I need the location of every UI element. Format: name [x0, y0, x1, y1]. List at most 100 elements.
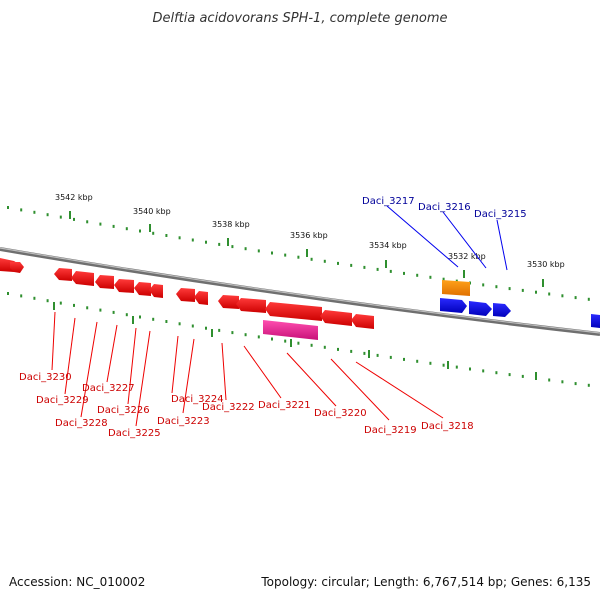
minor-tick	[244, 333, 247, 337]
minor-tick	[521, 374, 524, 378]
gene-label-daci-3217[interactable]: Daci_3217	[362, 196, 415, 207]
major-tick	[535, 372, 537, 380]
scale-minor-ticks-lower	[7, 292, 590, 387]
gene-arrow-daci-3228[interactable]	[95, 275, 114, 289]
minor-tick	[165, 234, 168, 237]
gene-arrow-daci-3217[interactable]	[440, 298, 467, 313]
major-tick	[447, 361, 449, 369]
gene-arrow-daci-3221[interactable]	[236, 298, 266, 313]
gene-arrow-daci-3219[interactable]	[320, 310, 352, 326]
gene-arrow-daci-3227[interactable]	[114, 279, 134, 293]
gene-label-daci-3221[interactable]: Daci_3221	[258, 400, 311, 411]
forward-strand-genes	[440, 280, 600, 328]
gene-arrow-partial-2[interactable]	[10, 262, 24, 273]
scale-major-ticks	[53, 211, 544, 380]
minor-tick	[125, 227, 128, 231]
minor-tick	[73, 217, 75, 221]
minor-tick	[455, 365, 458, 369]
gene-arrow-daci-3218[interactable]	[351, 314, 374, 329]
minor-tick	[535, 290, 537, 294]
minor-tick	[376, 267, 379, 271]
gene-arrow-daci-3225[interactable]	[149, 284, 163, 298]
gene-label-daci-3226[interactable]: Daci_3226	[97, 405, 150, 416]
minor-tick	[574, 296, 577, 300]
minor-tick	[271, 337, 273, 341]
minor-tick	[73, 303, 75, 307]
gene-arrow-daci-3226[interactable]	[134, 282, 151, 296]
minor-tick	[508, 287, 511, 291]
feature-pink-highlight[interactable]	[263, 320, 318, 340]
minor-tick	[46, 299, 49, 303]
accession-text: Accession: NC_010002	[9, 575, 145, 589]
gene-label-daci-3219[interactable]: Daci_3219	[364, 425, 417, 436]
minor-tick	[33, 296, 36, 300]
gene-arrow-daci-3223[interactable]	[194, 291, 208, 305]
forward-gene-labels: Daci_3217 Daci_3216 Daci_3215	[362, 196, 527, 220]
major-tick	[53, 302, 55, 310]
minor-tick	[178, 236, 181, 240]
scale-label-3532: 3532 kbp	[448, 252, 486, 261]
minor-tick	[548, 378, 551, 382]
gene-label-daci-3230[interactable]: Daci_3230	[19, 372, 72, 383]
reverse-label-leaders	[51, 311, 444, 427]
minor-tick	[574, 382, 577, 386]
minor-tick	[482, 283, 485, 287]
gene-arrow-daci-3220[interactable]	[265, 302, 322, 321]
minor-tick	[231, 245, 234, 249]
minor-tick	[191, 324, 194, 328]
gene-arrow-daci-3222[interactable]	[218, 295, 239, 309]
gene-label-daci-3220[interactable]: Daci_3220	[314, 408, 367, 419]
minor-tick	[112, 224, 115, 228]
gene-label-daci-3227[interactable]: Daci_3227	[82, 383, 135, 394]
scale-label-3530: 3530 kbp	[527, 260, 565, 269]
scale-label-3534: 3534 kbp	[369, 241, 407, 250]
minor-tick	[350, 263, 353, 267]
minor-tick	[363, 265, 366, 269]
minor-tick	[323, 259, 326, 263]
gene-arrow-partial-right[interactable]	[591, 314, 600, 328]
genome-backbone	[0, 247, 600, 336]
minor-tick	[416, 359, 419, 363]
gene-label-daci-3222[interactable]: Daci_3222	[202, 402, 255, 413]
minor-tick	[442, 277, 445, 281]
gene-label-daci-3218[interactable]: Daci_3218	[421, 421, 474, 432]
gene-label-daci-3224[interactable]: Daci_3224	[171, 394, 224, 405]
minor-tick	[112, 310, 115, 314]
minor-tick	[244, 247, 247, 251]
minor-tick	[561, 380, 564, 384]
minor-tick	[257, 335, 260, 339]
minor-tick	[7, 206, 9, 209]
scale-label-3536: 3536 kbp	[290, 231, 328, 240]
gene-arrow-daci-3215[interactable]	[493, 303, 511, 317]
minor-tick	[323, 345, 326, 349]
reverse-gene-labels: Daci_3230 Daci_3229 Daci_3228 Daci_3227 …	[19, 372, 474, 439]
scale-minor-ticks-upper	[7, 206, 590, 301]
minor-tick	[416, 273, 419, 277]
map-title: Delftia acidovorans SPH-1, complete geno…	[152, 11, 447, 26]
minor-tick	[548, 292, 551, 296]
gene-arrow-daci-3229[interactable]	[71, 271, 94, 286]
gene-label-daci-3216[interactable]: Daci_3216	[418, 202, 471, 213]
minor-tick	[271, 251, 273, 255]
minor-tick	[587, 297, 590, 301]
scale-label-3542: 3542 kbp	[55, 193, 93, 202]
gene-arrow-daci-3224[interactable]	[176, 288, 195, 302]
gene-label-daci-3225[interactable]: Daci_3225	[108, 428, 161, 439]
minor-tick	[403, 271, 405, 275]
gene-arrow-daci-3230[interactable]	[54, 268, 72, 281]
major-tick	[290, 339, 292, 347]
gene-label-daci-3223[interactable]: Daci_3223	[157, 416, 210, 427]
minor-tick	[139, 229, 141, 233]
gene-label-daci-3228[interactable]: Daci_3228	[55, 418, 108, 429]
minor-tick	[7, 292, 9, 295]
feature-orange-highlight[interactable]	[442, 280, 470, 296]
genome-backbone-highlight	[0, 247, 600, 334]
gene-arrow-daci-3216[interactable]	[469, 301, 492, 316]
minor-tick	[561, 294, 564, 298]
major-tick	[149, 224, 151, 232]
major-tick	[306, 249, 308, 257]
gene-label-daci-3215[interactable]: Daci_3215	[474, 209, 527, 220]
major-tick	[227, 238, 229, 246]
scale-label-3540: 3540 kbp	[133, 207, 171, 216]
gene-label-daci-3229[interactable]: Daci_3229	[36, 395, 89, 406]
